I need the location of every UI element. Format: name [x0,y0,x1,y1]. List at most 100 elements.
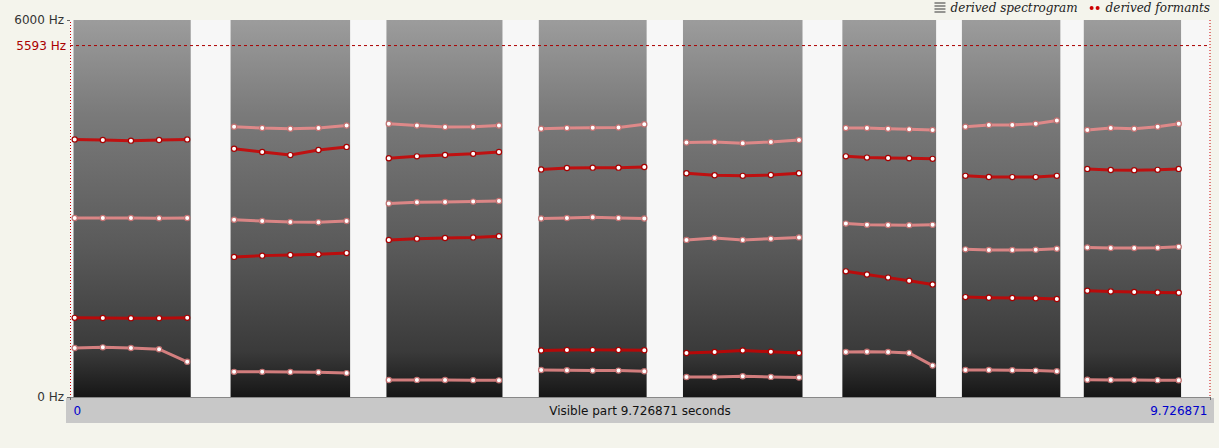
legend-symbol [934,2,945,3]
formant-point [471,124,476,129]
formant-point [414,154,419,159]
x-tick-label: 0 [74,404,82,418]
formant-point [128,215,133,220]
formant-point [564,165,569,170]
formant-point [712,173,717,178]
formant-point [590,165,595,170]
formant-point [185,137,190,142]
formant-point [128,316,133,321]
formant-point [386,156,391,161]
formant-point [496,149,501,154]
formant-point [316,147,321,152]
formant-point [963,367,968,372]
formant-point [386,201,391,206]
formant-point [260,369,265,374]
formant-point [1010,174,1015,179]
formant-point [930,363,935,368]
formant-point [885,349,890,354]
formant-point [740,348,745,353]
formant-point [1176,244,1181,249]
formant-point [564,215,569,220]
legend-label: derived formants [1106,1,1210,15]
formant-point [1155,245,1160,250]
formant-point [231,124,236,129]
formant-line [75,139,1179,177]
formant-point [288,152,293,157]
formant-point [963,173,968,178]
formant-point [471,378,476,383]
formant-point [156,216,161,221]
formant-point [616,215,621,220]
formant-point [1010,122,1015,127]
formant-point [796,137,801,142]
formant-point [442,124,447,129]
formant-point [1033,296,1038,301]
formant-point [843,125,848,130]
formant-point [72,215,77,220]
formant-point [1054,296,1059,301]
formant-point [260,149,265,154]
y-tick-label: 0 Hz [37,390,64,404]
formant-point [288,219,293,224]
formant-point [1176,166,1181,171]
y-tick-mark [67,397,70,398]
formant-point [1033,247,1038,252]
formant-point [590,215,595,220]
formant-point [1033,174,1038,179]
formant-point [590,368,595,373]
legend-symbol [1096,6,1100,10]
formant-point [496,198,501,203]
formant-point [100,345,105,350]
formant-point [1085,166,1090,171]
formant-point [642,122,647,127]
formant-point [740,141,745,146]
formant-point [128,138,133,143]
formant-point [1176,290,1181,295]
formant-point [386,377,391,382]
formant-point [796,350,801,355]
formant-point [471,235,476,240]
reference-label: 5593 Hz [16,39,66,53]
formant-point [344,218,349,223]
formant-point [316,220,321,225]
formant-point [442,199,447,204]
formant-point [930,156,935,161]
formant-point [740,237,745,242]
formant-point [1132,126,1137,131]
legend: derived formants derived spectrogram [934,1,1210,15]
formant-point [796,375,801,380]
formant-point [930,127,935,132]
legend-symbol [934,5,945,6]
formant-point [414,123,419,128]
formant-point [316,252,321,257]
formant-point [185,359,190,364]
formant-point [616,368,621,373]
spectrogram-segment [1084,20,1181,397]
formant-line [75,347,1179,380]
time-bar [66,398,1214,423]
x-tick: 9.726871 [1150,397,1210,418]
formant-line [234,121,1179,144]
formant-point [712,139,717,144]
formant-point [185,215,190,220]
formant-point [986,174,991,179]
formant-point [539,126,544,131]
formant-point [885,155,890,160]
formant-point [1132,289,1137,294]
formant-point [712,374,717,379]
formant-point [156,137,161,142]
formant-point [1108,125,1113,130]
formant-point [1054,369,1059,374]
formant-point [100,137,105,142]
formant-point [316,125,321,130]
formant-point [496,234,501,239]
x-tick-mark [1210,397,1211,400]
formant-point [885,126,890,131]
formant-point [885,222,890,227]
y-tick: 6000 Hz [14,13,70,27]
formant-point [260,125,265,130]
y-tick: 0 Hz [37,390,70,404]
formant-point [231,217,236,222]
formant-point [260,253,265,258]
legend-label: derived spectrogram [950,1,1077,15]
